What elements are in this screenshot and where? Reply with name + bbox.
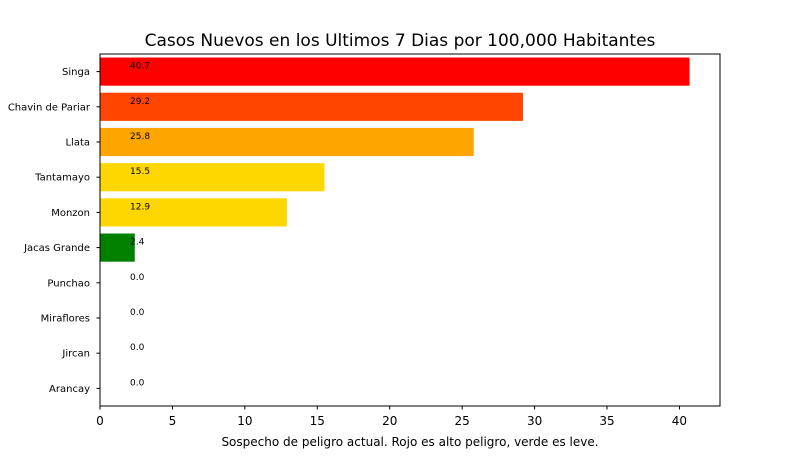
y-tick-label: Punchao (47, 278, 90, 289)
data-label: 15.5 (130, 167, 150, 177)
data-label: 0.0 (130, 273, 145, 283)
bar (100, 127, 474, 157)
y-tick-label: Miraflores (41, 314, 90, 325)
x-axis-label: Sospecho de peligro actual. Rojo es alto… (221, 435, 598, 449)
x-tick-label: 10 (237, 414, 252, 428)
x-tick-label: 20 (382, 414, 397, 428)
bar (100, 92, 523, 121)
y-tick-label: Tantamayo (34, 173, 90, 184)
data-label: 25.8 (130, 132, 150, 142)
data-label: 2.4 (130, 238, 145, 248)
bar (100, 198, 287, 227)
x-tick-label: 0 (96, 414, 104, 428)
x-tick-label: 15 (310, 414, 325, 428)
data-label: 0.0 (130, 343, 145, 353)
x-tick-label: 25 (455, 414, 470, 428)
bar (100, 233, 135, 262)
y-tick-label: Singa (62, 67, 90, 78)
x-axis: 0 5 10 15 20 25 30 35 40 (96, 406, 687, 428)
y-tick-label: Jircan (61, 349, 90, 360)
data-label: 12.9 (130, 202, 150, 212)
data-label: 40.7 (130, 62, 150, 72)
y-tick-label: Llata (65, 138, 90, 149)
bars-layer (100, 57, 690, 262)
x-tick-label: 35 (599, 414, 614, 428)
x-tick-label: 30 (527, 414, 542, 428)
plot-frame (99, 53, 721, 407)
y-tick-label: Chavin de Pariar (8, 102, 91, 113)
y-tick-label: Jacas Grande (23, 243, 90, 254)
y-tick-label: Monzon (51, 208, 90, 219)
x-tick-label: 40 (672, 414, 687, 428)
x-tick-label: 5 (169, 414, 177, 428)
data-labels-layer: 40.7 29.2 25.8 15.5 12.9 2.4 0.0 0.0 0.0 0.0 (130, 62, 150, 389)
y-axis: Singa Chavin de Pariar Llata Tantamayo Monzo… (8, 67, 100, 395)
bar (100, 163, 325, 192)
data-label: 0.0 (130, 308, 145, 318)
chart-title: Casos Nuevos en los Ultimos 7 Dias por 1… (145, 31, 656, 51)
bar (100, 57, 690, 86)
y-tick-label: Arancay (49, 384, 90, 395)
data-label: 29.2 (130, 97, 150, 107)
data-label: 0.0 (130, 378, 145, 388)
